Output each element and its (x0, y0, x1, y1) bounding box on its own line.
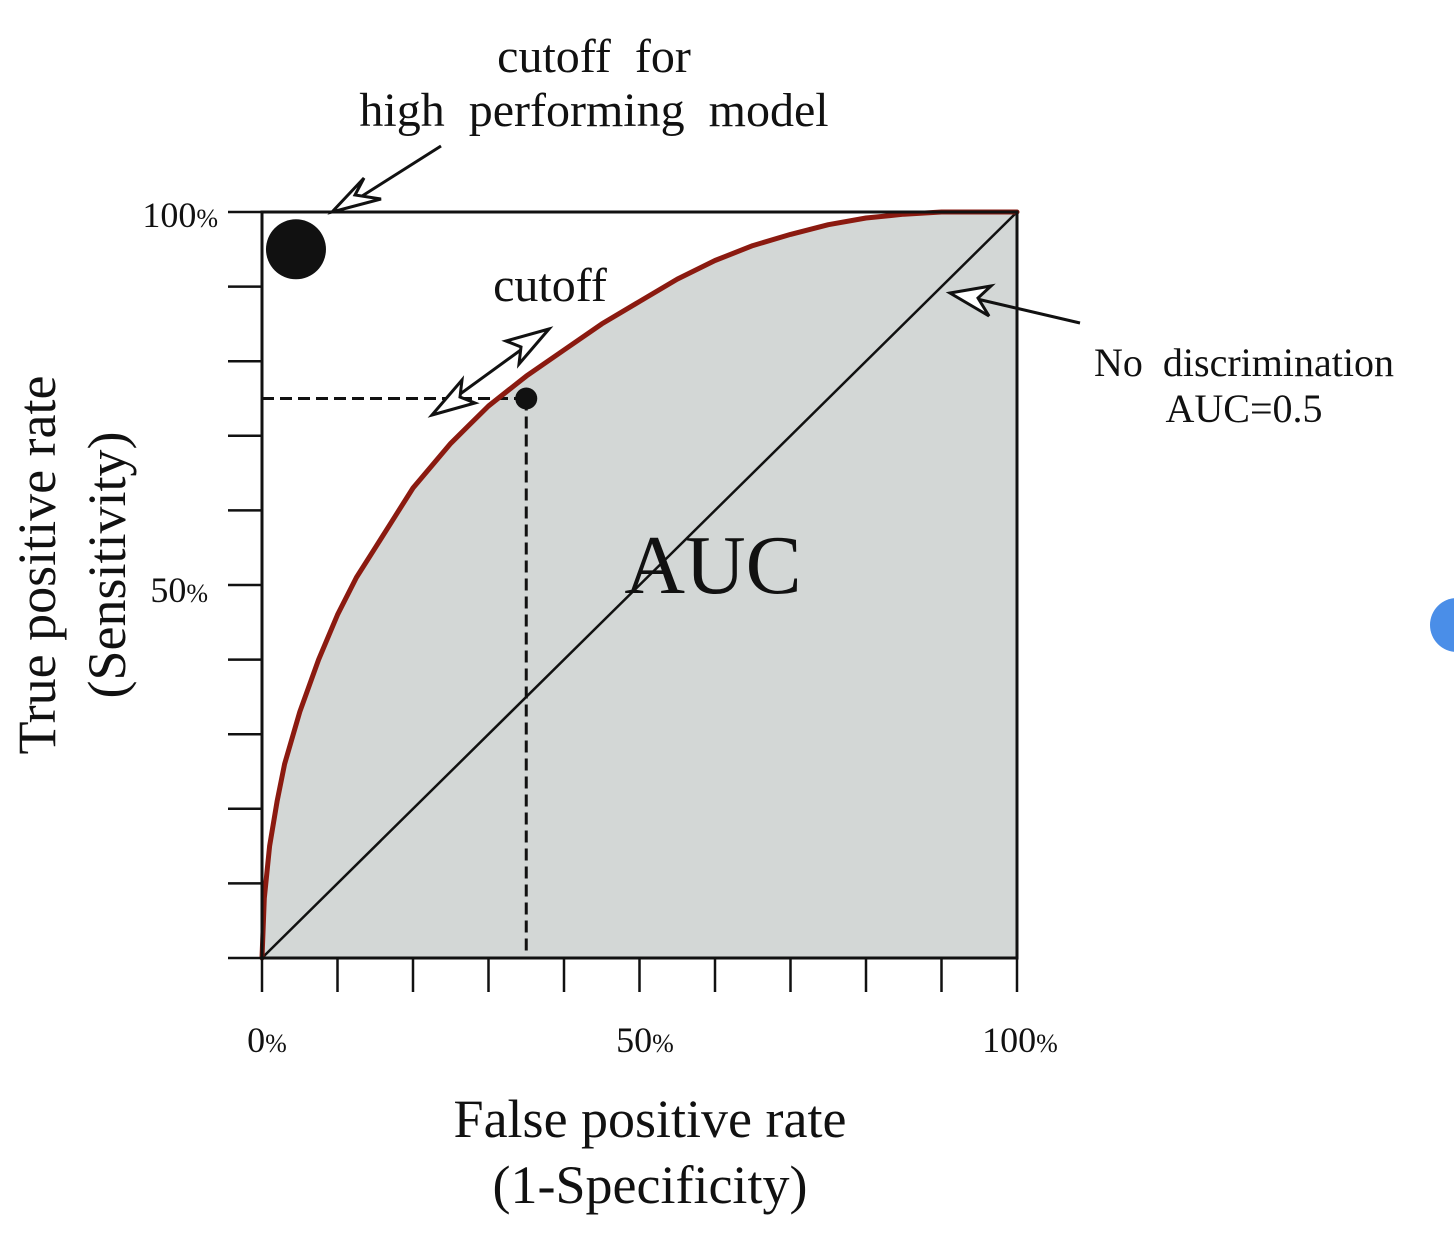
auc-label: AUC (624, 519, 801, 612)
x-tick-label-0: 0% (247, 1020, 287, 1060)
cutoff-point (515, 387, 538, 410)
x-axis-subtitle: (1-Specificity) (493, 1155, 808, 1215)
y-tick-label-50: 50% (150, 570, 208, 610)
x-axis-title: False positive rate (454, 1089, 847, 1149)
auc-half-label: AUC=0.5 (1165, 386, 1322, 431)
high-performing-label-line1: cutoff for (497, 30, 691, 83)
roc-curve (259, 209, 1020, 961)
y-tick-label-100: 100% (142, 195, 218, 235)
cutoff-double-arrow (427, 326, 554, 418)
ideal-cutoff-point (265, 219, 326, 280)
x-tick-label-50: 50% (616, 1020, 674, 1060)
high-performing-label-line2: high performing model (359, 84, 828, 137)
y-axis-ticks (228, 210, 262, 960)
high-performing-arrow (327, 144, 442, 215)
y-axis-title: True positive rate (7, 376, 67, 755)
x-tick-label-100: 100% (982, 1020, 1058, 1060)
y-axis-subtitle: (Sensitivity) (77, 432, 137, 699)
cutoff-label: cutoff (493, 259, 607, 312)
no-discrimination-label: No discrimination (1094, 340, 1394, 385)
x-axis-ticks (260, 958, 1019, 992)
no-discrimination-arrow (945, 283, 1081, 325)
diagonal-line (261, 211, 1018, 959)
